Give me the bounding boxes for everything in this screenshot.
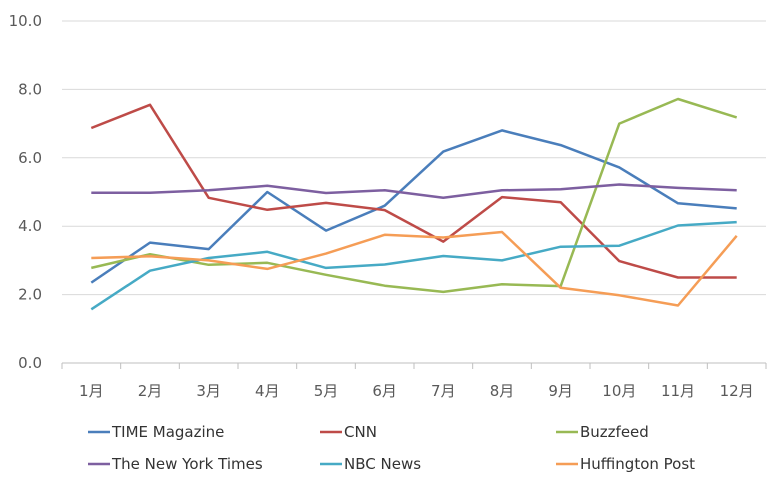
legend-label: Huffington Post bbox=[580, 455, 695, 473]
y-axis-ticks: 0.0 2.0 4.0 6.0 8.0 10.0 bbox=[9, 12, 42, 372]
x-tick-label: 4月 bbox=[255, 382, 280, 400]
x-axis-ticks: 1月 2月 3月 4月 5月 6月 7月 8月 9月 10月 11月 12月 bbox=[61, 363, 767, 400]
legend-label: The New York Times bbox=[111, 455, 263, 473]
y-tick-label: 2.0 bbox=[18, 286, 42, 304]
x-tick-label: 1月 bbox=[79, 382, 104, 400]
legend-label: CNN bbox=[344, 423, 377, 441]
x-tick-label: 12月 bbox=[720, 382, 754, 400]
x-tick-label: 10月 bbox=[602, 382, 636, 400]
series-line bbox=[90, 129, 737, 284]
x-tick-label: 2月 bbox=[138, 382, 163, 400]
legend-label: TIME Magazine bbox=[111, 423, 224, 441]
y-tick-label: 6.0 bbox=[18, 149, 42, 167]
y-tick-label: 4.0 bbox=[18, 217, 42, 235]
series-line bbox=[91, 97, 738, 294]
x-tick-label: 9月 bbox=[548, 382, 573, 400]
series-line bbox=[91, 230, 738, 307]
x-tick-label: 3月 bbox=[196, 382, 221, 400]
y-tick-label: 10.0 bbox=[9, 12, 42, 30]
x-tick-label: 5月 bbox=[314, 382, 339, 400]
x-tick-label: 11月 bbox=[661, 382, 695, 400]
y-tick-label: 0.0 bbox=[18, 354, 42, 372]
y-tick-label: 8.0 bbox=[18, 80, 42, 98]
series-line bbox=[91, 183, 737, 200]
legend-label: NBC News bbox=[344, 455, 421, 473]
x-tick-label: 6月 bbox=[372, 382, 397, 400]
x-tick-label: 8月 bbox=[490, 382, 515, 400]
series-lines bbox=[90, 97, 738, 311]
legend-label: Buzzfeed bbox=[580, 423, 649, 441]
series-line bbox=[90, 103, 737, 279]
legend: TIME Magazine CNN Buzzfeed The New York Tim… bbox=[88, 423, 695, 473]
x-tick-label: 7月 bbox=[431, 382, 456, 400]
